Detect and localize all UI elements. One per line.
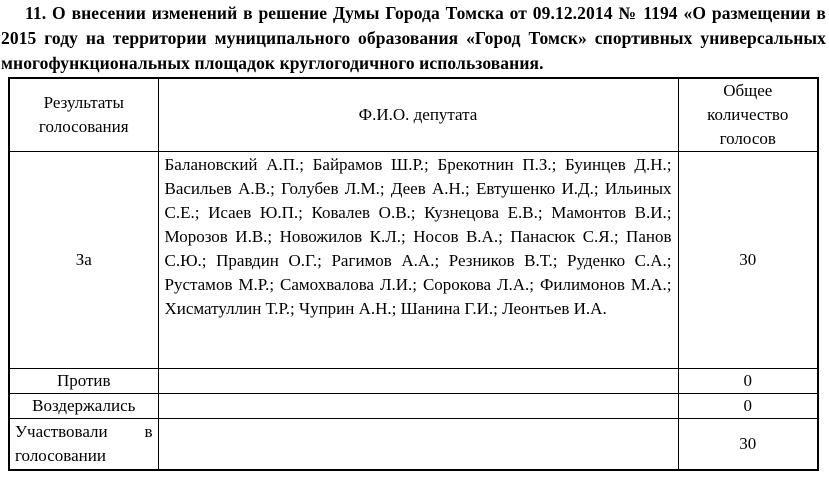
deputies-list-vozderzhalis bbox=[157, 393, 679, 419]
table-row-za: За Балановский А.П.; Байрамов Ш.Р.; Брек… bbox=[8, 151, 819, 369]
vote-result-label-za: За bbox=[8, 151, 159, 369]
vote-result-label-uchastvovali: Участвовали в голосовании bbox=[8, 418, 159, 471]
table-row-uchastvovali: Участвовали в голосовании 30 bbox=[8, 418, 819, 471]
deputies-list-protiv bbox=[157, 368, 679, 394]
header-deputy-name: Ф.И.О. депутата bbox=[157, 77, 679, 152]
table-row-protiv: Против 0 bbox=[8, 368, 819, 394]
vote-result-label-vozderzhalis: Воздержались bbox=[8, 393, 159, 419]
vote-count-vozderzhalis: 0 bbox=[677, 393, 819, 419]
vote-result-label-protiv: Против bbox=[8, 368, 159, 394]
deputies-list-za: Балановский А.П.; Байрамов Ш.Р.; Брекотн… bbox=[157, 151, 679, 369]
table-header-row: Результаты голосования Ф.И.О. депутата О… bbox=[8, 77, 819, 152]
vote-count-uchastvovali: 30 bbox=[677, 418, 819, 471]
vote-count-protiv: 0 bbox=[677, 368, 819, 394]
header-total-votes: Общее количество голосов bbox=[677, 77, 819, 152]
agenda-item-title: 11. О внесении изменений в решение Думы … bbox=[1, 3, 826, 73]
header-voting-results: Результаты голосования bbox=[8, 77, 159, 152]
table-row-vozderzhalis: Воздержались 0 bbox=[8, 393, 819, 419]
vote-count-za: 30 bbox=[677, 151, 819, 369]
voting-results-table: Результаты голосования Ф.И.О. депутата О… bbox=[8, 77, 819, 471]
deputies-list-uchastvovali bbox=[157, 418, 679, 471]
